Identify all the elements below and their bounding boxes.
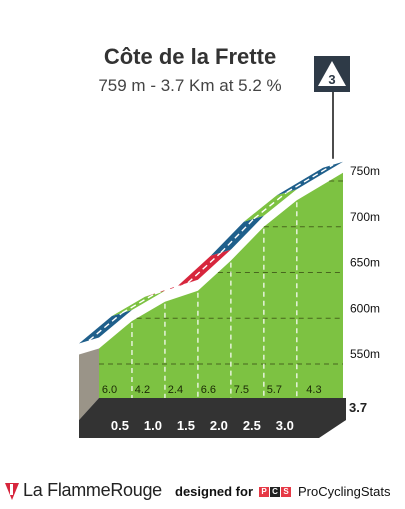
- km-tick-label: 2.5: [243, 418, 261, 433]
- flame-flag-icon: [5, 482, 19, 500]
- elevation-tick-label: 550m: [350, 347, 380, 361]
- km-tick-label: 1.0: [144, 418, 162, 433]
- brand-name-left: La Flamme: [23, 480, 111, 500]
- road-centerline: [121, 293, 156, 314]
- road-centerline: [187, 252, 222, 284]
- elevation-tick-label: 600m: [350, 301, 380, 315]
- segment-gradient-label: 2.4: [168, 384, 183, 396]
- profile-side-wall: [79, 348, 99, 420]
- road-centerline: [88, 312, 123, 341]
- designed-for-label: designed for: [175, 484, 254, 499]
- pcs-letter-c: C: [270, 486, 281, 497]
- km-tick-label: 3.0: [276, 418, 294, 433]
- road-centerline: [286, 164, 334, 193]
- climb-subtitle: 759 m - 3.7 Km at 5.2 %: [98, 76, 282, 95]
- segment-gradient-label: 5.7: [267, 384, 282, 396]
- segment-gradient-label: 6.6: [201, 384, 216, 396]
- segment-gradient-label: 7.5: [234, 384, 249, 396]
- elevation-tick-label: 700m: [350, 210, 380, 224]
- pcs-logo-icon: P C S: [259, 486, 292, 497]
- category-triangle-icon: [318, 61, 346, 86]
- road-centerline: [220, 218, 255, 254]
- gradient-segment-top: [276, 161, 343, 196]
- km-tick-label: 1.5: [177, 418, 195, 433]
- laflammerouge-logo[interactable]: La Flamme Rouge: [4, 480, 162, 501]
- pcs-letter-s: S: [281, 486, 292, 497]
- brand-name-right: Rouge: [110, 480, 162, 500]
- designed-for-credit[interactable]: designed for P C S ProCyclingStats: [175, 484, 391, 499]
- km-tick-label: 0.5: [111, 418, 129, 433]
- km-band-face: [79, 398, 346, 438]
- segment-gradient-label: 6.0: [102, 384, 117, 396]
- road-centerline: [253, 191, 288, 220]
- road-centerline: [154, 282, 189, 295]
- gradient-segment-top: [111, 290, 165, 316]
- pcs-name: ProCyclingStats: [298, 484, 391, 499]
- climb-title: Côte de la Frette: [103, 44, 277, 69]
- elevation-tick-label: 650m: [350, 256, 380, 270]
- elevation-tick-label: 750m: [350, 164, 380, 178]
- segment-gradient-label: 4.3: [306, 384, 321, 396]
- profile-area: [99, 172, 343, 398]
- end-km-label: 3.7: [349, 400, 367, 415]
- category-badge-number: 3: [328, 72, 335, 87]
- pcs-letter-p: P: [259, 486, 270, 497]
- km-tick-label: 2.0: [210, 418, 228, 433]
- segment-gradient-label: 4.2: [135, 384, 150, 396]
